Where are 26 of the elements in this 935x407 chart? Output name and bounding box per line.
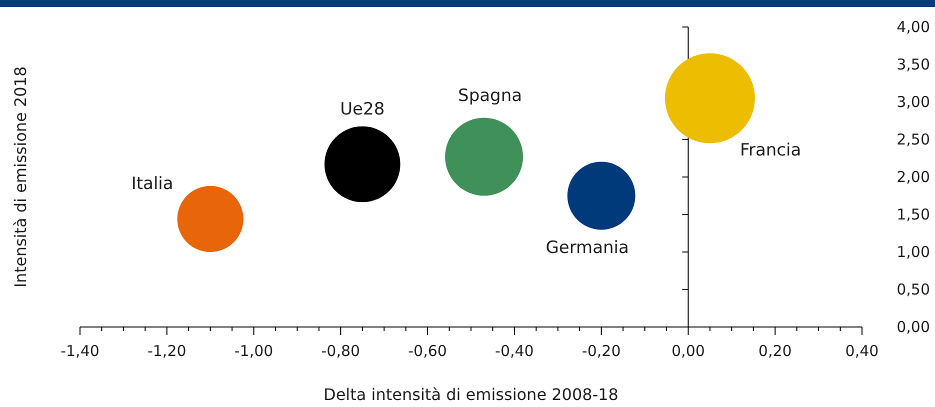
y-tick-label: 2,00 [896, 168, 930, 186]
x-axis-title: Delta intensità di emissione 2008-18 [324, 385, 618, 404]
y-tick-label: 3,00 [896, 93, 930, 111]
y-axis-title: Intensità di emissione 2018 [11, 66, 30, 288]
y-tick-label: 1,50 [896, 206, 930, 224]
y-tick-label: 0,50 [896, 280, 930, 298]
x-tick-label: 0,40 [845, 342, 879, 360]
x-tick-label: -0,60 [408, 342, 447, 360]
x-tick-label: 0,20 [758, 342, 792, 360]
y-tick-label: 3,50 [896, 56, 930, 74]
series-label: Italia [131, 174, 174, 194]
x-tick-label: 0,00 [672, 342, 705, 360]
x-tick-label: -0,40 [495, 342, 534, 360]
series-label: Francia [740, 140, 802, 160]
y-tick-label: 4,00 [896, 18, 930, 36]
series-label: Spagna [458, 86, 522, 106]
series-label: Ue28 [340, 99, 385, 120]
x-tick-label: -0,80 [321, 342, 360, 360]
y-tick-label: 1,00 [896, 243, 930, 261]
series-label: Germania [546, 238, 629, 258]
y-tick-label: 0,00 [896, 318, 930, 336]
x-tick-label: -1,00 [234, 342, 274, 360]
y-tick-label: 2,50 [896, 130, 930, 148]
x-tick-label: -1,40 [60, 342, 100, 360]
x-tick-label: -0,20 [582, 342, 621, 360]
x-tick-label: -1,20 [147, 342, 186, 360]
